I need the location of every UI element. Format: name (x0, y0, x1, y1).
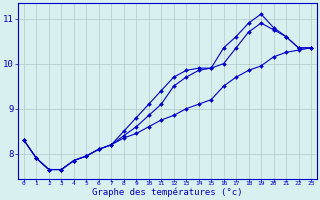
X-axis label: Graphe des températures (°c): Graphe des températures (°c) (92, 188, 243, 197)
